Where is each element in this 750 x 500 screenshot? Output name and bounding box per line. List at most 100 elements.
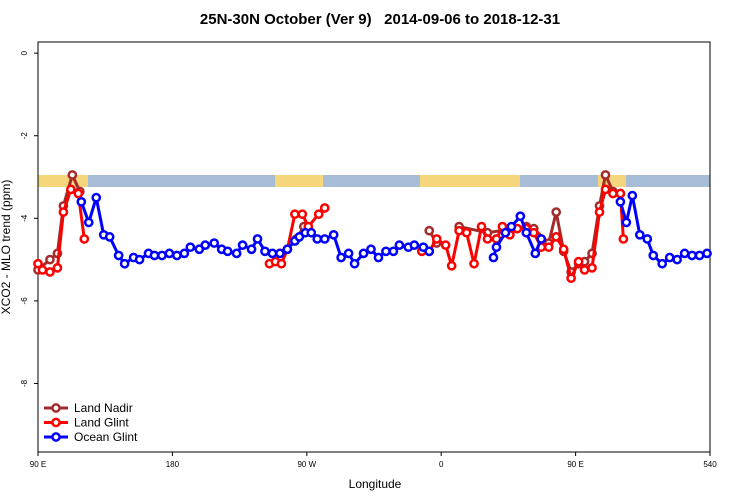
data-point [621,217,632,228]
data-point [594,207,605,217]
data-point [200,240,211,250]
legend-marker [51,432,61,442]
data-point [431,234,442,244]
data-point [313,209,324,220]
data-point [440,240,451,250]
data-point [52,263,63,273]
data-point [615,196,626,207]
data-point [648,250,659,261]
data-point [252,234,263,244]
data-point [469,258,479,269]
data-point [530,248,541,259]
data-point [276,258,287,269]
x-tick-label: 540 [703,460,717,469]
data-point [551,207,562,217]
data-point [306,227,317,238]
data-point [358,248,369,259]
data-point [627,190,638,201]
data-point [83,217,94,228]
data-point [149,250,160,261]
data-point [424,225,435,236]
ocean-strip [38,175,710,187]
chart-title: 25N-30N October (Ver 9) 2014-09-06 to 20… [200,11,560,28]
data-point [388,246,399,257]
data-point [608,188,618,199]
data-point [366,244,376,255]
x-tick-label: 180 [166,460,180,469]
data-point [528,227,539,238]
data-point [702,248,712,259]
data-point [634,229,645,240]
data-point [587,263,597,273]
data-point [482,234,493,244]
data-point [91,192,102,203]
data-point [694,250,705,261]
data-point [73,188,84,199]
data-point [282,244,293,255]
data-point [521,227,532,238]
data-point [164,248,175,259]
legend-marker [51,417,61,428]
data-point [297,209,308,220]
data-point [45,267,55,277]
data-point [394,240,405,250]
data-point [506,221,517,232]
y-tick-label: -6 [20,297,29,305]
y-tick-label: 0 [20,50,29,55]
data-point [566,273,576,284]
data-point [319,203,330,213]
data-point [349,258,360,269]
y-tick-label: -2 [20,132,29,140]
data-point [172,250,182,261]
y-tick-label: -4 [20,214,29,222]
data-point [454,225,464,236]
data-point [157,250,167,261]
data-point [37,265,48,275]
data-point [76,196,87,207]
data-point [515,211,526,222]
x-tick-label: 90 W [297,460,316,469]
data-point [424,246,435,257]
data-point [33,258,43,269]
legend-marker [51,403,61,413]
data-point [488,252,499,263]
data-point [657,258,668,269]
data-point [275,248,285,259]
land-strip [420,175,520,187]
legend-label: Land Glint [74,416,129,430]
x-axis-label: Longitude [349,477,402,491]
data-point [664,252,675,263]
data-point [381,246,391,257]
data-point [66,184,76,195]
data-point [58,207,69,217]
data-point [209,238,220,248]
data-point [573,256,584,267]
data-point [500,227,511,238]
data-point [373,252,384,263]
data-point [476,221,487,232]
x-tick-label: 0 [439,460,444,469]
data-point [267,248,278,259]
data-point [319,234,330,244]
data-point [79,234,90,244]
land-strip [38,175,88,187]
data-point [642,234,653,244]
data-point [113,250,124,261]
data-point [615,188,626,199]
x-tick-label: 90 E [567,460,583,469]
data-point [618,234,629,244]
data-point [461,227,472,238]
data-point [543,242,554,253]
data-point [446,260,457,271]
land-ocean-strip [38,175,710,187]
data-point [134,254,145,265]
legend-label: Ocean Glint [74,430,138,444]
data-point [179,248,190,259]
land-strip [275,175,323,187]
data-point [558,244,569,255]
data-point [579,265,590,275]
data-point [672,254,682,265]
data-point [343,248,354,259]
data-point [312,234,323,244]
